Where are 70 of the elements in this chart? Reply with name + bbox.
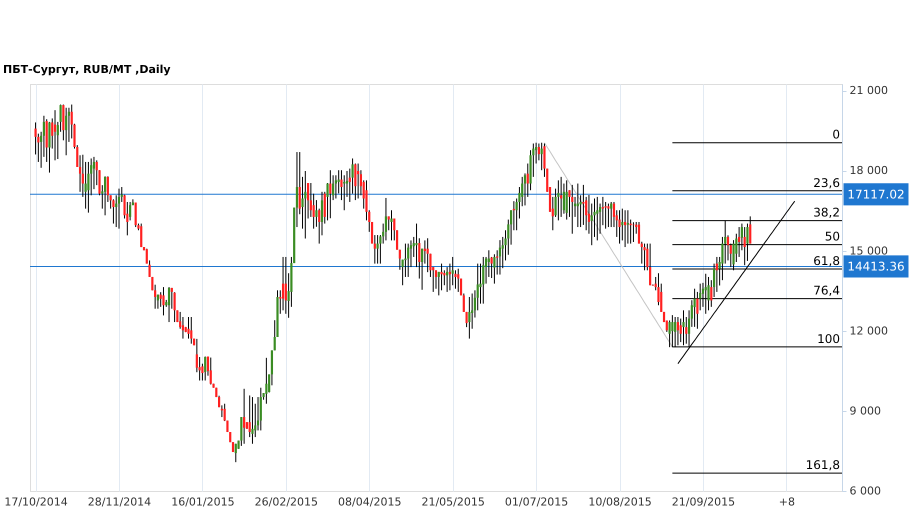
series-label: 100 — [817, 332, 840, 346]
candlestick — [426, 238, 429, 273]
y-tick-label: 9 000 — [850, 404, 881, 418]
x-tick-label: 10/08/2015 — [588, 496, 652, 508]
candlestick — [284, 256, 287, 314]
candlestick — [618, 210, 621, 244]
candlestick — [482, 256, 484, 304]
candlestick — [446, 266, 448, 292]
candlestick — [602, 196, 604, 226]
candlestick — [557, 180, 560, 221]
x-tick-label: 21/05/2015 — [421, 496, 485, 508]
candlestick — [304, 170, 306, 240]
y-tick-label: 6 000 — [850, 484, 881, 498]
x-tick-label: 08/04/2015 — [338, 496, 402, 508]
candlestick — [282, 256, 284, 311]
candlestick — [457, 268, 460, 292]
candlestick — [190, 316, 192, 344]
series-label: 50 — [824, 230, 840, 244]
series-label: 76,4 — [813, 284, 840, 298]
candlestick — [140, 223, 142, 248]
candlestick — [146, 248, 148, 264]
candlestick — [104, 176, 106, 216]
x-tick-label: 01/07/2015 — [504, 496, 568, 508]
candlestick — [566, 180, 568, 220]
x-tick-label: 16/01/2015 — [171, 496, 235, 508]
chart-title: ПБТ-Сургут, RUB/MT ,Daily — [3, 63, 171, 76]
candlestick — [468, 296, 470, 340]
candlestick — [174, 292, 176, 323]
candlestick — [134, 202, 137, 228]
y-tick-label: 18 000 — [850, 164, 888, 178]
candlestick — [571, 184, 574, 234]
candlestick — [87, 161, 90, 214]
candlestick — [607, 203, 610, 228]
candlestick — [649, 243, 652, 286]
x-tick-label: 26/02/2015 — [254, 496, 318, 508]
series-label: 0 — [832, 128, 840, 142]
x-tick-label: 21/09/2015 — [672, 496, 736, 508]
ref-line-label: 14413.36 — [847, 259, 905, 274]
series-label: 23,6 — [813, 176, 840, 190]
candlestick — [265, 357, 268, 404]
candlestick — [204, 356, 206, 382]
candlestick — [604, 201, 607, 230]
x-tick-label: 28/11/2014 — [88, 496, 152, 508]
x-tick-label: +8 — [778, 496, 795, 508]
y-tick-label: 21 000 — [850, 84, 888, 98]
candlestick — [329, 170, 332, 219]
x-tick-label: 17/10/2014 — [4, 496, 68, 508]
candlestick — [390, 210, 393, 241]
candlestick — [576, 183, 579, 228]
y-tick-label: 15 000 — [850, 244, 888, 258]
candlestick — [610, 201, 612, 228]
candlestick — [187, 316, 190, 340]
candlestick — [407, 243, 410, 278]
y-tick-label: 12 000 — [850, 324, 888, 338]
series-label: 161,8 — [806, 458, 840, 472]
candlestick — [384, 197, 388, 241]
series-label: 38,2 — [813, 206, 840, 220]
candlestick — [596, 196, 598, 241]
candlestick — [210, 357, 212, 386]
candlestick — [643, 243, 646, 271]
candlestick — [65, 107, 68, 156]
candlestick — [498, 240, 502, 276]
series-label: 61,8 — [813, 254, 840, 268]
candlestick — [260, 387, 262, 431]
ref-line-label: 17117.02 — [847, 187, 905, 202]
candlestick — [540, 142, 543, 171]
candlestick — [488, 250, 490, 278]
line-series — [544, 142, 673, 348]
candlestick — [234, 443, 237, 463]
candlestick — [54, 110, 56, 161]
